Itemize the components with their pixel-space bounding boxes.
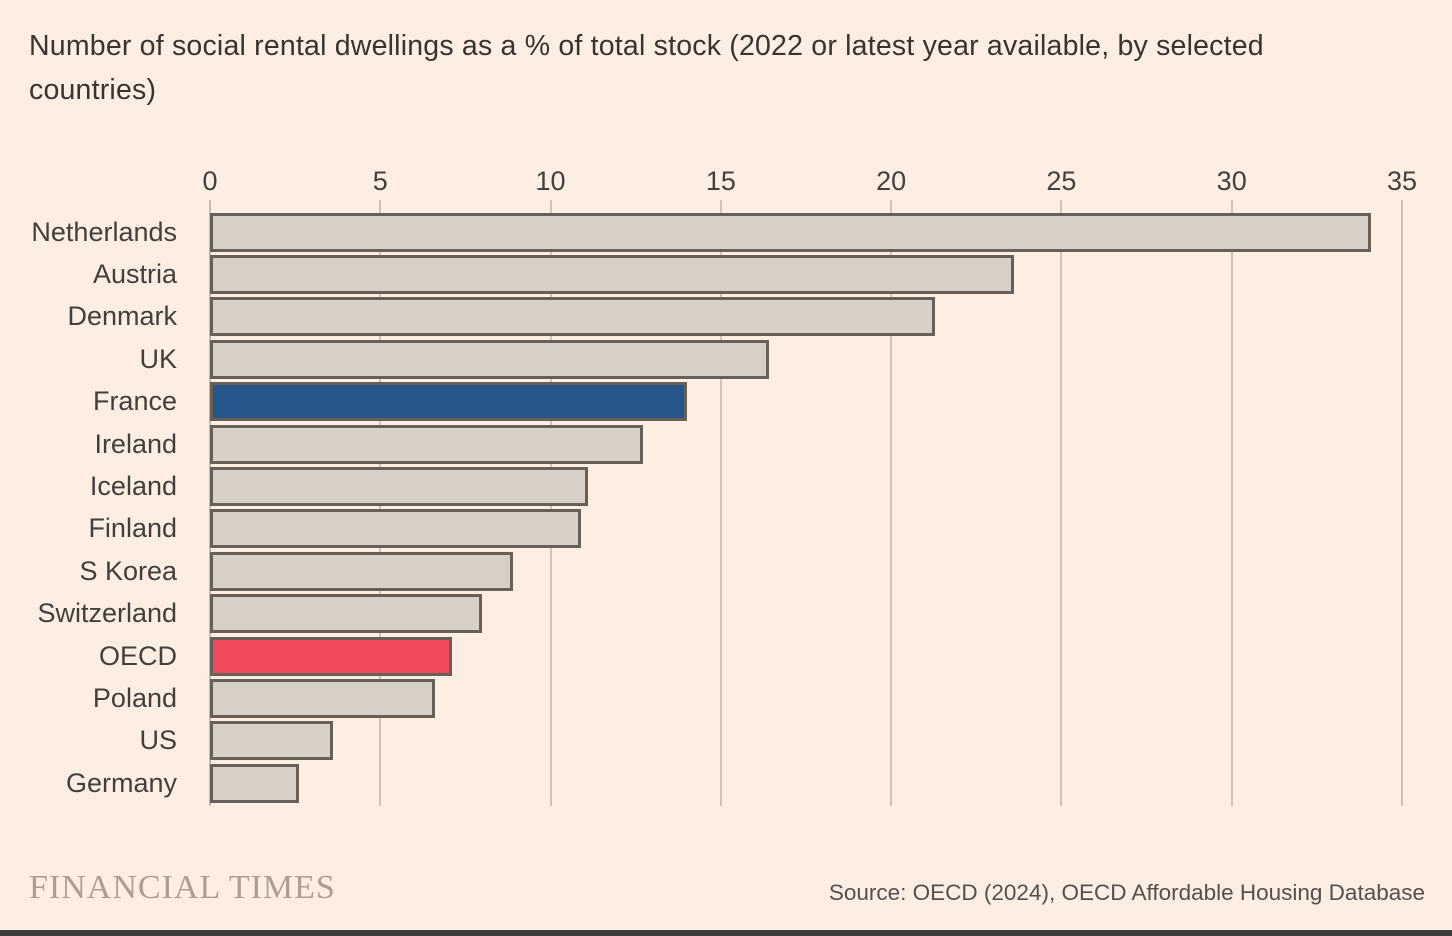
bar-track-germany [210,763,1402,803]
category-label-poland: Poland [92,682,177,713]
category-label-s-korea: S Korea [79,555,177,586]
bar-track-finland [210,509,1402,549]
x-tick-label-0: 0 [202,166,218,196]
bar-track-s-korea [210,551,1402,591]
category-label-germany: Germany [65,767,177,798]
category-label-austria: Austria [92,259,177,290]
chart-title: Number of social rental dwellings as a %… [29,30,1264,106]
bar-denmark [210,297,936,337]
bar-track-uk [210,339,1402,379]
bar-ireland [210,424,643,464]
gridline-25 [1060,200,1063,806]
bar-finland [210,509,582,549]
bar-track-ireland [210,424,1402,464]
bar-track-poland [210,678,1402,718]
bar-track-france [210,382,1402,422]
chart-row-austria: Austria [0,253,1452,295]
bar-s-korea [210,551,514,591]
bar-austria [210,255,1014,295]
x-tick-label-20: 20 [876,166,907,196]
category-label-oecd: OECD [98,640,177,671]
chart-row-germany: Germany [0,762,1452,804]
bar-chart: Netherlands Austria Denmark UK France Ireland… [0,211,1452,804]
chart-row-iceland: Iceland [0,465,1452,507]
x-tick-label-25: 25 [1046,166,1077,196]
bar-track-iceland [210,467,1402,507]
bar-poland [210,678,435,718]
x-axis: 0 5 10 15 20 25 30 35 [202,166,1417,200]
chart-row-oecd: OECD [0,635,1452,677]
chart-row-netherlands: Netherlands [0,211,1452,253]
bar-track-oecd [210,636,1402,676]
chart-row-ireland: Ireland [0,423,1452,465]
bar-oecd [210,636,452,676]
bottom-border-strip [0,930,1452,936]
bar-france [210,382,687,422]
category-label-netherlands: Netherlands [31,216,177,247]
chart-row-switzerland: Switzerland [0,593,1452,635]
category-label-france: France [92,386,177,417]
chart-row-uk: UK [0,338,1452,380]
chart-row-poland: Poland [0,677,1452,719]
x-tick-label-5: 5 [372,166,388,196]
category-label-switzerland: Switzerland [37,598,177,629]
gridline-20 [890,200,893,806]
category-label-ireland: Ireland [94,428,177,459]
bar-switzerland [210,594,483,634]
category-label-uk: UK [139,343,177,374]
source-text: Source: OECD (2024), OECD Affordable Hou… [828,880,1425,905]
category-label-denmark: Denmark [67,301,177,332]
chart-row-france: France [0,381,1452,423]
chart-row-finland: Finland [0,508,1452,550]
chart-row-us: US [0,720,1452,762]
bar-iceland [210,467,589,507]
chart-row-s-korea: S Korea [0,550,1452,592]
gridline-15 [719,200,722,806]
category-label-finland: Finland [88,513,177,544]
bar-us [210,721,333,761]
financial-times-logo: FINANCIAL TIMES [29,869,336,906]
gridline-30 [1230,200,1233,806]
x-tick-label-10: 10 [535,166,566,196]
bar-track-netherlands [210,212,1402,252]
x-tick-label-30: 30 [1216,166,1247,196]
x-tick-label-35: 35 [1386,166,1418,196]
bar-track-austria [210,255,1402,295]
gridline-35 [1401,200,1403,806]
bar-netherlands [210,212,1372,252]
bar-track-us [210,721,1402,761]
bar-track-denmark [210,297,1402,337]
bar-track-switzerland [210,594,1402,634]
chart-row-denmark: Denmark [0,296,1452,338]
bar-germany [210,763,299,803]
x-tick-label-15: 15 [705,166,736,196]
category-label-iceland: Iceland [89,471,177,502]
bar-uk [210,339,769,379]
category-label-us: US [139,725,177,756]
